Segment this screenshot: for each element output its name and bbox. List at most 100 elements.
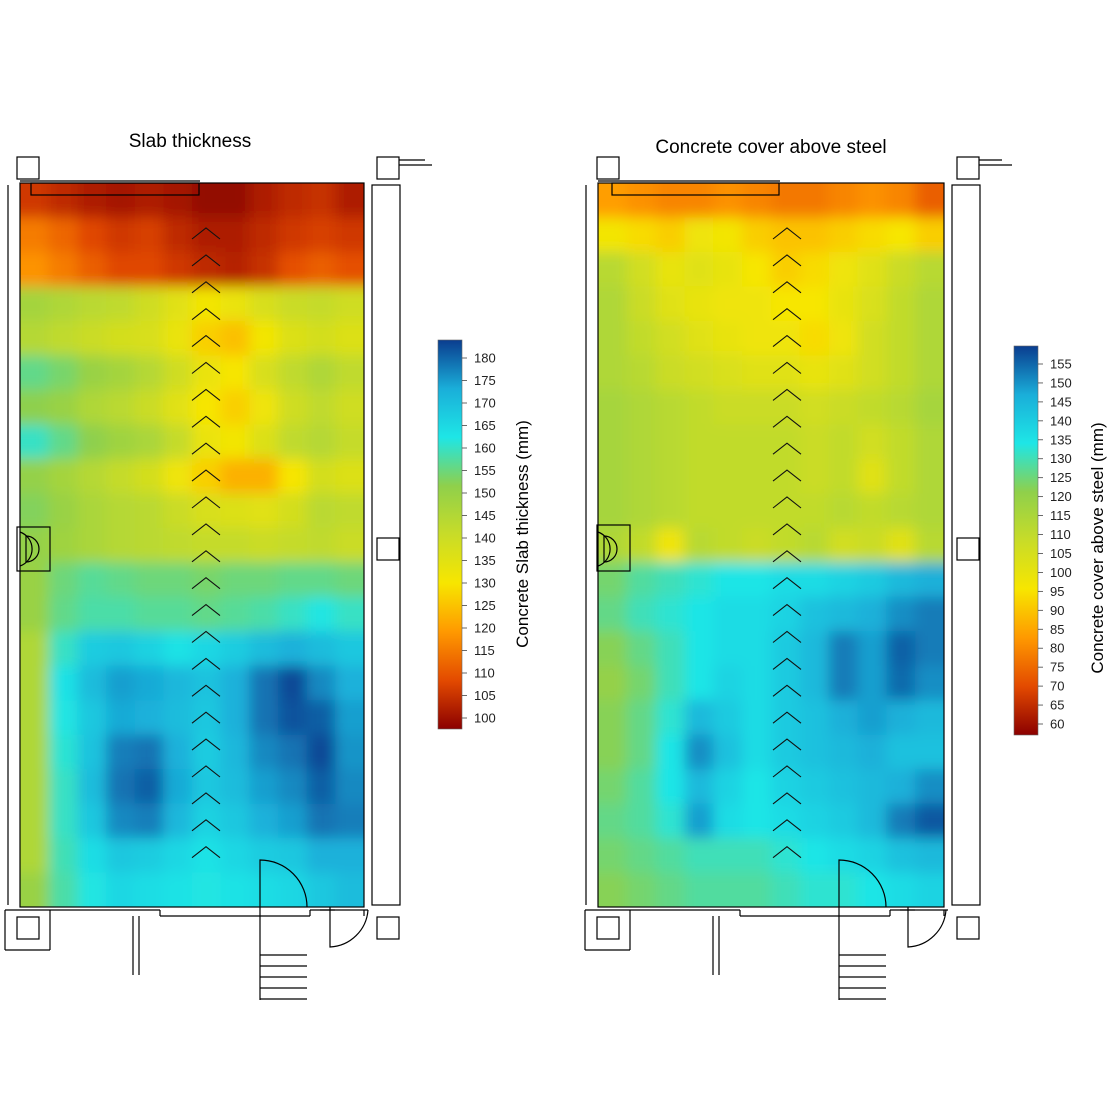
heatmap-cell [857, 355, 888, 391]
heatmap-cell [220, 527, 251, 564]
heatmap-cell [857, 527, 888, 564]
heatmap-cell [684, 251, 715, 288]
heatmap-cell [915, 527, 944, 564]
heatmap-cell [306, 734, 337, 771]
heatmap-cell [742, 838, 772, 874]
heatmap-cell [77, 389, 107, 426]
direction-chevron [772, 254, 802, 267]
heatmap-cell [713, 872, 744, 907]
heatmap-cell [306, 286, 337, 322]
heatmap-cell [742, 872, 772, 907]
heatmap-cell [77, 355, 107, 391]
heatmap-cell [771, 389, 801, 426]
heatmap-cell [626, 803, 657, 840]
heatmap-cell [134, 493, 165, 529]
heatmap-cell [742, 355, 772, 391]
heatmap-cell [192, 424, 222, 460]
heatmap-cell [220, 183, 251, 219]
heatmap-cell [192, 665, 222, 702]
heatmap-cell [915, 286, 944, 322]
heatmap-cell [771, 458, 801, 495]
direction-chevron [191, 281, 221, 294]
left-heatmap [20, 183, 364, 907]
heatmap-cell [77, 700, 107, 736]
heatmap-cell [220, 562, 251, 598]
heatmap-cell [48, 251, 79, 288]
heatmap-cell [886, 286, 917, 322]
heatmap-cell [163, 183, 193, 219]
direction-chevron [772, 361, 802, 374]
heatmap-cell [77, 631, 107, 667]
direction-chevron [772, 442, 802, 455]
heatmap-cell [163, 803, 193, 840]
heatmap-cell [192, 183, 222, 219]
heatmap-cell [857, 251, 888, 288]
direction-chevron [191, 765, 221, 778]
heatmap-cell [626, 424, 657, 460]
heatmap-cell [742, 527, 772, 564]
heatmap-cell [77, 286, 107, 322]
heatmap-cell [713, 700, 744, 736]
heatmap-cell [163, 424, 193, 460]
heatmap-cell [192, 700, 222, 736]
heatmap-cell [742, 562, 772, 598]
heatmap-cell [684, 700, 715, 736]
heatmap-cell [220, 493, 251, 529]
heatmap-cell [106, 286, 136, 322]
direction-chevron [772, 630, 802, 643]
heatmap-cell [48, 631, 79, 667]
heatmap-cell [771, 665, 801, 702]
direction-chevron [191, 254, 221, 267]
heatmap-cell [220, 631, 251, 667]
heatmap-cell [713, 562, 744, 598]
heatmap-cell [684, 734, 715, 771]
colorbar-tick-label: 75 [1050, 660, 1064, 675]
heatmap-cell [163, 355, 193, 391]
heatmap-cell [220, 217, 251, 253]
heatmap-cell [335, 493, 364, 529]
heatmap-cell [48, 320, 79, 357]
heatmap-cell [799, 665, 830, 702]
heatmap-cell [306, 769, 337, 805]
heatmap-cell [886, 389, 917, 426]
heatmap-cell [857, 700, 888, 736]
heatmap-cell [20, 355, 50, 391]
heatmap-cell [886, 838, 917, 874]
heatmap-cell [626, 389, 657, 426]
heatmap-cell [134, 183, 165, 219]
heatmap-cell [828, 838, 859, 874]
heatmap-cell [886, 527, 917, 564]
heatmap-cell [771, 596, 801, 633]
heatmap-cell [249, 527, 279, 564]
right-direction-arrows [772, 227, 802, 859]
heatmap-cell [134, 769, 165, 805]
heatmap-cell [742, 769, 772, 805]
direction-chevron [191, 819, 221, 832]
heatmap-cell [626, 458, 657, 495]
heatmap-cell [799, 872, 830, 907]
heatmap-cell [192, 458, 222, 495]
heatmap-cell [48, 183, 79, 219]
heatmap-cell [106, 527, 136, 564]
left-colorbar-label: Concrete Slab thickness (mm) [513, 420, 532, 648]
heatmap-cell [192, 355, 222, 391]
heatmap-cell [278, 320, 308, 357]
heatmap-cell [106, 872, 136, 907]
heatmap-cell [134, 734, 165, 771]
heatmap-cell [134, 251, 165, 288]
heatmap-cell [655, 527, 686, 564]
direction-chevron [772, 603, 802, 617]
heatmap-cell [742, 734, 772, 771]
direction-chevron [772, 550, 802, 563]
heatmap-cell [828, 217, 859, 253]
heatmap-cell [220, 769, 251, 805]
heatmap-cell [684, 183, 715, 219]
heatmap-cell [163, 251, 193, 288]
heatmap-cell [306, 320, 337, 357]
direction-chevron [191, 415, 221, 428]
heatmap-cell [20, 320, 50, 357]
heatmap-cell [598, 734, 628, 771]
heatmap-cell [335, 803, 364, 840]
heatmap-cell [598, 872, 628, 907]
direction-chevron [191, 711, 221, 724]
